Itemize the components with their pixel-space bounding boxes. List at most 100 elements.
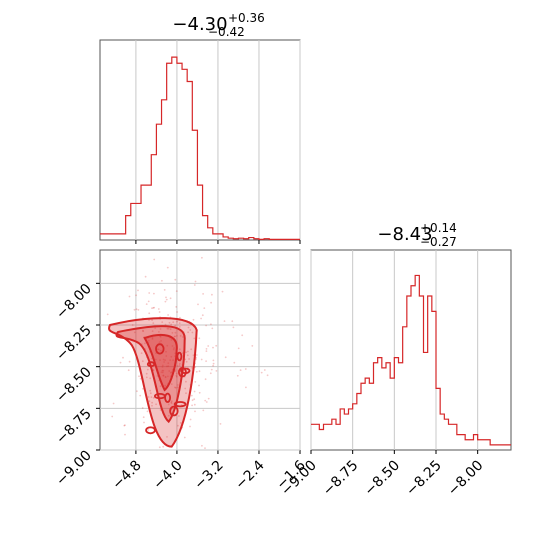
scatter-point <box>158 341 161 343</box>
scatter-point <box>169 359 172 361</box>
scatter-point <box>198 384 200 387</box>
scatter-point <box>127 369 130 372</box>
scatter-point <box>170 383 173 385</box>
scatter-point <box>205 324 208 327</box>
contour-loop <box>155 343 165 355</box>
scatter-point <box>167 327 170 330</box>
tick-label: −9.00 <box>53 448 95 490</box>
scatter-point <box>159 335 162 338</box>
scatter-point <box>151 319 154 321</box>
scatter-point <box>162 358 165 361</box>
hist-x-title-sub: −0.42 <box>208 25 245 39</box>
scatter-point <box>186 354 189 357</box>
scatter-point <box>166 436 168 438</box>
scatter-point <box>171 345 174 347</box>
scatter-point <box>139 377 142 380</box>
scatter-point <box>161 369 164 372</box>
joint-contours <box>108 317 198 448</box>
scatter-point <box>183 436 186 439</box>
scatter-point <box>163 361 166 363</box>
scatter-point <box>158 311 161 313</box>
hist-x-frame <box>99 39 301 241</box>
scatter-point <box>159 359 161 361</box>
scatter-point <box>156 348 159 351</box>
scatter-point <box>205 360 208 362</box>
hist-y-title-sup: +0.14 <box>420 221 457 235</box>
scatter-point <box>190 348 193 351</box>
density-contour-middle <box>115 325 186 424</box>
scatter-point <box>245 386 247 389</box>
scatter-point <box>168 370 171 372</box>
scatter-point <box>161 366 164 368</box>
scatter-point <box>137 289 139 292</box>
scatter-point <box>165 298 168 301</box>
scatter-point <box>147 396 150 398</box>
hist-y-line <box>311 274 511 446</box>
hist-y-grid <box>310 250 479 454</box>
scatter-point <box>201 314 204 317</box>
scatter-point <box>174 386 177 389</box>
scatter-point <box>189 329 192 331</box>
scatter-point <box>150 396 153 398</box>
scatter-point <box>239 369 242 371</box>
scatter-point <box>182 336 184 338</box>
scatter-point <box>211 293 213 296</box>
scatter-point <box>200 317 203 320</box>
scatter-point <box>177 424 179 427</box>
joint-grid <box>96 250 301 454</box>
scatter-point <box>178 326 181 328</box>
scatter-point <box>160 349 162 352</box>
tick-label: −8.00 <box>445 458 487 500</box>
scatter-point <box>193 390 196 393</box>
scatter-point <box>142 329 144 332</box>
scatter-point <box>191 399 194 402</box>
scatter-point <box>145 372 148 375</box>
tick-label: −8.00 <box>53 281 95 323</box>
scatter-point <box>167 414 170 417</box>
scatter-point <box>161 279 163 282</box>
scatter-point <box>170 400 173 403</box>
contour-loop <box>176 351 183 362</box>
scatter-point <box>106 313 109 316</box>
scatter-point <box>147 429 150 431</box>
scatter-point <box>204 399 207 402</box>
scatter-point <box>135 294 138 297</box>
tick-label: −8.75 <box>53 406 95 448</box>
scatter-point <box>205 401 208 403</box>
scatter-point <box>188 358 191 360</box>
scatter-point <box>163 289 166 291</box>
scatter-point <box>232 326 235 329</box>
scatter-point <box>164 376 167 379</box>
scatter-point <box>189 425 191 428</box>
scatter-point <box>133 308 136 311</box>
scatter-point <box>147 300 150 303</box>
scatter-point <box>143 421 145 424</box>
scatter-point <box>152 369 155 372</box>
scatter-point <box>189 418 192 421</box>
hist-x-grid <box>135 40 301 244</box>
scatter-point <box>201 444 203 447</box>
scatter-point <box>111 415 114 418</box>
scatter-point <box>221 290 224 293</box>
scatter-point <box>212 364 215 367</box>
scatter-point <box>145 303 148 305</box>
scatter-point <box>176 365 179 367</box>
scatter-point <box>133 331 136 334</box>
contour-loop <box>145 426 156 435</box>
scatter-point <box>233 361 236 364</box>
tick-label: −4.8 <box>109 458 144 493</box>
scatter-point <box>170 371 173 373</box>
scatter-point <box>160 340 163 342</box>
scatter-point <box>149 392 152 395</box>
scatter-point <box>193 403 196 406</box>
scatter-point <box>151 404 153 407</box>
scatter-point <box>151 330 154 332</box>
scatter-point <box>162 374 165 377</box>
scatter-point <box>152 397 155 399</box>
scatter-point <box>236 374 239 377</box>
scatter-point <box>139 394 142 397</box>
hist-x-panel: −4.30 +0.36 −0.42 <box>99 11 301 244</box>
scatter-point <box>135 308 138 311</box>
scatter-point <box>158 331 160 333</box>
hist-y-xticks: −9.00 −8.75 −8.50 −8.25 −8.00 <box>278 458 486 500</box>
